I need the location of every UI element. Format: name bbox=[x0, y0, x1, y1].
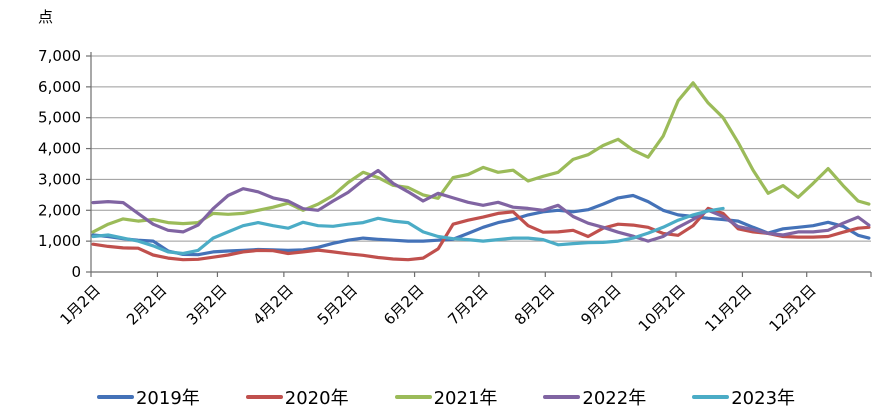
legend-item-2022: 2022年 bbox=[543, 384, 646, 410]
legend-swatch-2022 bbox=[543, 395, 581, 399]
legend-label-2021: 2021年 bbox=[433, 388, 498, 409]
x-tick-label: 2月2日 bbox=[123, 281, 170, 328]
x-tick-label: 3月2日 bbox=[183, 281, 230, 328]
legend-label-2023: 2023年 bbox=[731, 388, 796, 409]
legend-label-2019: 2019年 bbox=[135, 388, 200, 409]
y-tick-label: 0 bbox=[71, 263, 81, 281]
y-tick-label: 4,000 bbox=[38, 140, 81, 158]
x-tick-label: 5月2日 bbox=[314, 281, 361, 328]
y-tick-label: 2,000 bbox=[38, 201, 81, 219]
series-line-2020年 bbox=[91, 206, 871, 262]
x-tick-label: 4月2日 bbox=[249, 281, 296, 328]
y-tick-label: 1,000 bbox=[38, 232, 81, 250]
series-line-2022年 bbox=[91, 168, 871, 243]
legend-item-2021: 2021年 bbox=[394, 384, 498, 410]
series-line-2021年 bbox=[91, 81, 871, 234]
series-line-2023年 bbox=[91, 206, 725, 256]
x-tick-label: 7月2日 bbox=[444, 281, 491, 328]
series-line-2019年 bbox=[91, 193, 871, 257]
x-tick-label: 12月2日 bbox=[765, 281, 819, 335]
x-tick-label: 8月2日 bbox=[511, 281, 558, 328]
chart-plot-area: 0 1,000 2,000 3,000 4,000 5,000 6,000 7,000 1月2日… bbox=[38, 47, 872, 335]
x-tick-label: 9月2日 bbox=[577, 281, 624, 328]
chart-legend: 2019年 2020年 2021年 2022年 2023年 bbox=[0, 384, 892, 410]
legend-swatch-2019 bbox=[96, 395, 134, 399]
y-tick-label: 3,000 bbox=[38, 170, 81, 188]
x-tick-label: 10月2日 bbox=[635, 281, 689, 335]
x-tick-label: 11月2日 bbox=[701, 281, 755, 335]
legend-item-2020: 2020年 bbox=[245, 384, 349, 410]
legend-swatch-2021 bbox=[394, 395, 432, 399]
legend-item-2023: 2023年 bbox=[692, 384, 795, 410]
x-tick-label: 6月2日 bbox=[380, 281, 427, 328]
x-tick-label: 1月2日 bbox=[57, 281, 104, 328]
legend-label-2022: 2022年 bbox=[582, 388, 647, 409]
legend-label-2020: 2020年 bbox=[284, 388, 349, 409]
y-tick-label: 6,000 bbox=[38, 78, 81, 96]
legend-item-2019: 2019年 bbox=[96, 384, 200, 410]
y-axis-title: 点 bbox=[38, 8, 55, 26]
y-tick-label: 5,000 bbox=[38, 109, 81, 127]
legend-swatch-2020 bbox=[245, 395, 283, 399]
legend-swatch-2023 bbox=[692, 395, 730, 399]
y-tick-label: 7,000 bbox=[38, 47, 81, 65]
